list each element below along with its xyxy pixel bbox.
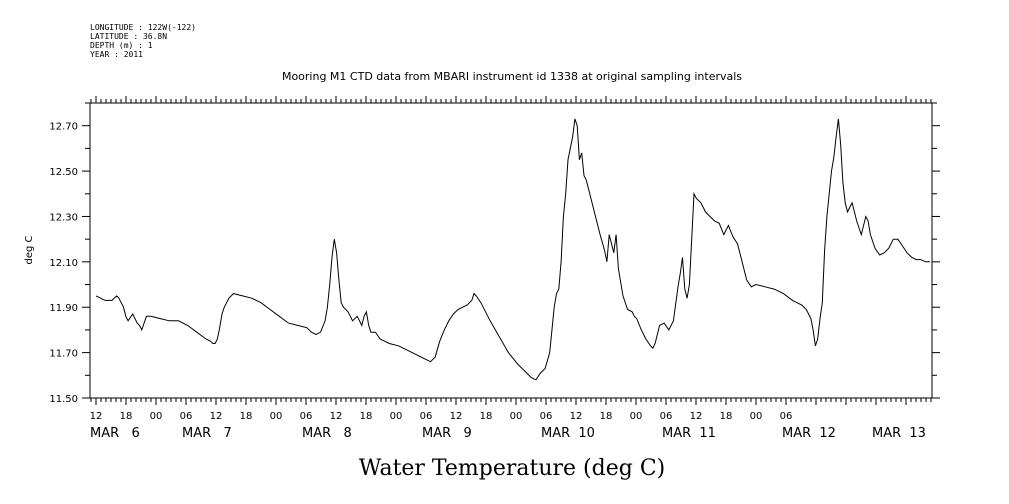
x-tick-label: 18 <box>240 411 253 422</box>
longitude-label: LONGITUDE : 122W(-122) <box>90 23 196 32</box>
x-day-label: MAR 8 <box>302 426 352 441</box>
x-tick-label: 00 <box>150 411 163 422</box>
x-tick-label: 00 <box>390 411 403 422</box>
x-tick-label: 06 <box>540 411 553 422</box>
y-axis-label: deg C <box>24 235 35 264</box>
x-tick-label: 18 <box>120 411 133 422</box>
x-day-label: MAR 13 <box>872 426 926 441</box>
chart-title: Mooring M1 CTD data from MBARI instrumen… <box>282 70 742 83</box>
x-day-label: MAR 12 <box>782 426 836 441</box>
y-tick-label: 11.90 <box>49 303 78 314</box>
y-tick-label: 12.70 <box>49 122 78 133</box>
x-tick-label: 12 <box>90 411 103 422</box>
x-tick-label: 00 <box>750 411 763 422</box>
y-tick-label: 12.10 <box>49 258 78 269</box>
x-tick-label: 12 <box>690 411 703 422</box>
y-tick-label: 11.50 <box>49 394 78 405</box>
x-tick-label: 06 <box>780 411 793 422</box>
depth-label: DEPTH (m) : 1 <box>90 41 153 50</box>
x-day-label: MAR 6 <box>90 426 140 441</box>
x-tick-label: 18 <box>480 411 493 422</box>
minor-ticks <box>90 96 932 405</box>
x-tick-label: 00 <box>630 411 643 422</box>
x-tick-label: 12 <box>450 411 463 422</box>
plot-frame <box>89 102 933 399</box>
x-tick-label: 00 <box>510 411 523 422</box>
water-temperature-line <box>95 118 930 381</box>
x-tick-label: 00 <box>270 411 283 422</box>
y-tick-label: 12.30 <box>49 212 78 223</box>
y-tick-label: 11.70 <box>49 349 78 360</box>
y-axis: 11.50 11.70 11.90 12.10 12.30 12.50 12.70 <box>49 102 940 405</box>
x-axis: 12 18 00 06 12 18 00 06 12 18 00 06 12 18 00 06 12 18 00 06… <box>90 411 926 441</box>
year-label: YEAR : 2011 <box>90 50 143 59</box>
x-tick-label: 06 <box>300 411 313 422</box>
x-tick-label: 12 <box>210 411 223 422</box>
x-tick-label: 18 <box>720 411 733 422</box>
x-tick-label: 06 <box>420 411 433 422</box>
x-day-label: MAR 9 <box>422 426 472 441</box>
latitude-label: LATITUDE : 36.8N <box>90 32 167 41</box>
x-tick-label: 12 <box>330 411 343 422</box>
chart-header-info: LONGITUDE : 122W(-122) LATITUDE : 36.8N … <box>90 23 196 59</box>
x-day-label: MAR 11 <box>662 426 716 441</box>
series-layer <box>95 118 930 381</box>
x-tick-label: 18 <box>360 411 373 422</box>
x-axis-label: Water Temperature (deg C) <box>359 456 666 481</box>
x-tick-label: 18 <box>600 411 613 422</box>
x-day-label: MAR 7 <box>182 426 232 441</box>
y-tick-label: 12.50 <box>49 167 78 178</box>
x-tick-label: 06 <box>180 411 193 422</box>
x-tick-label: 06 <box>660 411 673 422</box>
x-day-label: MAR 10 <box>541 426 595 441</box>
x-tick-label: 12 <box>570 411 583 422</box>
